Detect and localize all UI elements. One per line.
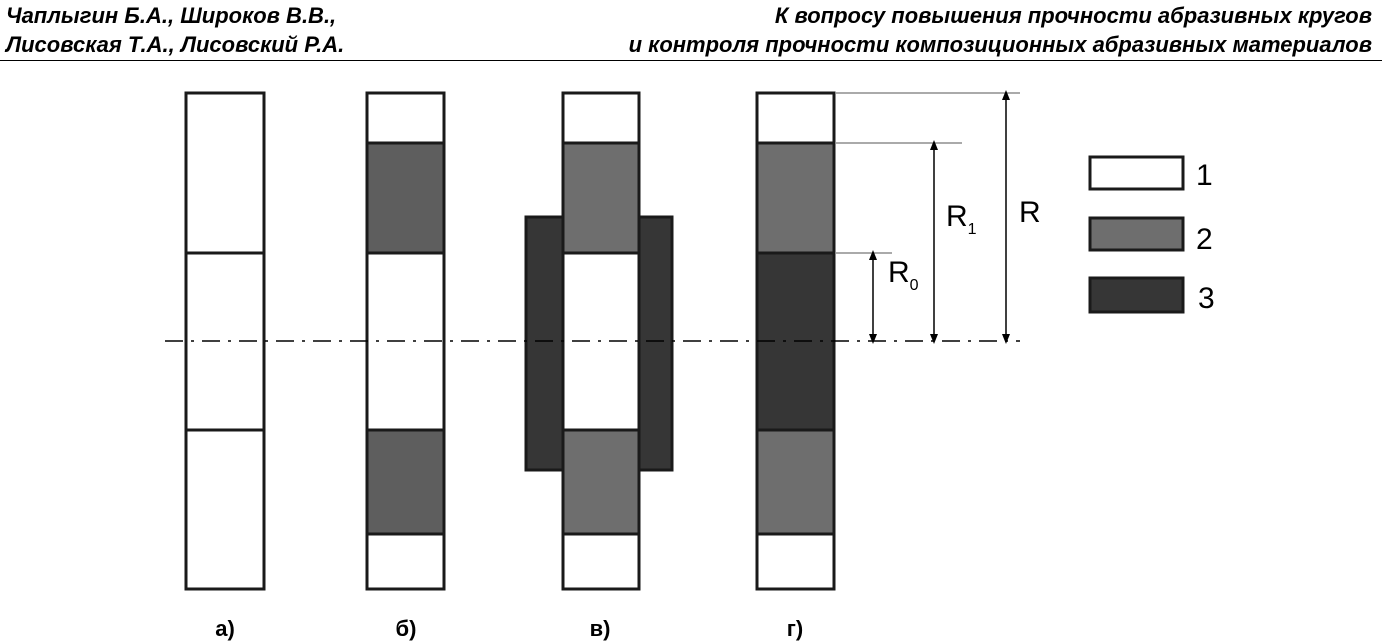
panel-a [184, 91, 266, 591]
legend-label-3: 3 [1198, 282, 1215, 315]
panel-v-flange-left [524, 215, 568, 472]
label-R: R [1019, 196, 1041, 229]
header-rule [0, 60, 1382, 61]
label-R1-subscript: 1 [968, 221, 977, 238]
legend: 1 2 3 [1088, 155, 1215, 315]
panel-g-segment-1 [755, 91, 836, 145]
label-R0-base: R [888, 256, 910, 289]
panel-b-segment-2 [365, 141, 446, 255]
panel-v-segment-2 [561, 141, 641, 255]
panel-b-segment-1 [365, 91, 446, 145]
panel-label-b: б) [396, 616, 417, 641]
panel-g-segment-1-lower [755, 532, 836, 591]
authors-line-2: Лисовская Т.А., Лисовский Р.А. [6, 32, 345, 57]
page-header: Чаплыгин Б.А., Широков В.В., Лисовская Т… [0, 0, 1382, 61]
panel-v-flange-right [634, 215, 674, 472]
article-title-line-1: К вопросу повышения прочности абразивных… [774, 3, 1372, 28]
label-R0-subscript: 0 [910, 277, 919, 294]
legend-swatch-1 [1088, 155, 1185, 191]
label-R1: R1 [946, 200, 977, 238]
label-R0: R0 [888, 256, 919, 294]
panel-label-g: г) [787, 616, 804, 641]
legend-swatch-2 [1088, 216, 1185, 252]
panel-v-segment-1-lower [561, 532, 641, 591]
panel-b-segment-1-lower [365, 532, 446, 591]
authors-line-1: Чаплыгин Б.А., Широков В.В., [6, 3, 337, 28]
panel-b-segment-2-lower [365, 428, 446, 536]
label-R1-base: R [946, 200, 968, 233]
panel-a-segment-bottom [184, 428, 266, 591]
panel-g-segment-2-lower [755, 428, 836, 536]
legend-label-2: 2 [1196, 223, 1213, 256]
panel-label-v: в) [590, 616, 611, 641]
panel-g-segment-2 [755, 141, 836, 255]
legend-label-1: 1 [1196, 159, 1213, 192]
panel-label-a: а) [215, 616, 235, 641]
article-title-line-2: и контроля прочности композиционных абра… [628, 32, 1372, 57]
panel-v-segment-2-lower [561, 428, 641, 536]
legend-swatch-3 [1088, 276, 1185, 314]
dimension-lines [836, 90, 1020, 344]
panel-a-segment-top [184, 91, 266, 255]
panel-v-segment-1 [561, 91, 641, 145]
